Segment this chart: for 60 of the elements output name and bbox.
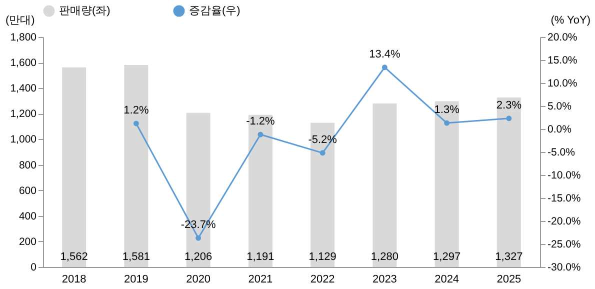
bar bbox=[62, 67, 86, 267]
data-label: 1,327 bbox=[495, 251, 523, 263]
data-label: 13.4% bbox=[369, 48, 400, 60]
y2-tick-label: 10.0% bbox=[548, 78, 578, 90]
x-tick-label: 2019 bbox=[124, 274, 148, 286]
data-label: 1,562 bbox=[60, 251, 88, 263]
x-tick-label: 2021 bbox=[248, 274, 273, 286]
data-label: 1,280 bbox=[370, 251, 398, 263]
y2-tick-label: -5.0% bbox=[548, 146, 575, 158]
data-label: 1.3% bbox=[434, 104, 460, 116]
x-tick-label: 2018 bbox=[62, 274, 86, 286]
legend-label: 판매량(좌) bbox=[59, 5, 110, 17]
x-tick-label: 2025 bbox=[496, 274, 522, 286]
data-label: 2.3% bbox=[496, 99, 522, 112]
x-tick-label: 2020 bbox=[186, 274, 211, 286]
y-tick-label: 400 bbox=[18, 210, 37, 222]
y-tick-label: 1,400 bbox=[10, 82, 37, 95]
y2-tick-label: 20.0% bbox=[548, 32, 578, 44]
y-tick-label: 800 bbox=[18, 159, 37, 172]
bar bbox=[310, 122, 335, 267]
y2-tick-label: 5.0% bbox=[548, 100, 572, 112]
data-label: 1.2% bbox=[124, 104, 149, 116]
point bbox=[506, 116, 512, 122]
y-tick-label: 1,000 bbox=[10, 134, 37, 146]
y2-axis-title: (% YoY) bbox=[550, 14, 590, 26]
y2-tick-label: -20.0% bbox=[548, 216, 581, 228]
y2-tick-label: 0.0% bbox=[548, 124, 572, 136]
point bbox=[196, 235, 202, 241]
point bbox=[444, 120, 450, 126]
y2-tick-label: -30.0% bbox=[548, 262, 581, 274]
bar bbox=[434, 101, 459, 267]
data-label: 1,129 bbox=[308, 251, 336, 263]
bar bbox=[496, 97, 521, 267]
y-tick-label: 1,600 bbox=[10, 57, 37, 70]
data-label: 1,191 bbox=[246, 251, 274, 263]
point bbox=[258, 132, 264, 138]
y-tick-label: 1,800 bbox=[10, 32, 37, 44]
x-tick-label: 2024 bbox=[434, 274, 460, 286]
data-label: 1,297 bbox=[433, 251, 461, 263]
y-tick-label: 0 bbox=[30, 262, 37, 274]
x-tick-label: 2022 bbox=[310, 274, 335, 286]
y2-tick-label: 15.0% bbox=[548, 54, 578, 66]
y-tick-label: 1,200 bbox=[10, 108, 37, 120]
y2-tick-label: -25.0% bbox=[548, 238, 581, 250]
data-label: 1,206 bbox=[184, 251, 212, 263]
legend-label: 증감율(우) bbox=[189, 5, 240, 17]
data-label: -1.2% bbox=[246, 116, 276, 128]
y-axis-title: (만대) bbox=[6, 14, 35, 26]
x-tick-label: 2023 bbox=[372, 274, 397, 286]
y-tick-label: 600 bbox=[18, 184, 37, 197]
y2-tick-label: -10.0% bbox=[548, 170, 581, 182]
data-label: 1,581 bbox=[122, 251, 150, 263]
point bbox=[133, 120, 139, 126]
bar bbox=[124, 64, 148, 267]
point bbox=[382, 64, 388, 70]
y2-tick-label: -15.0% bbox=[548, 192, 581, 204]
bar bbox=[248, 114, 272, 267]
point bbox=[320, 150, 326, 156]
bar bbox=[372, 103, 397, 267]
y-tick-label: 200 bbox=[18, 236, 37, 248]
